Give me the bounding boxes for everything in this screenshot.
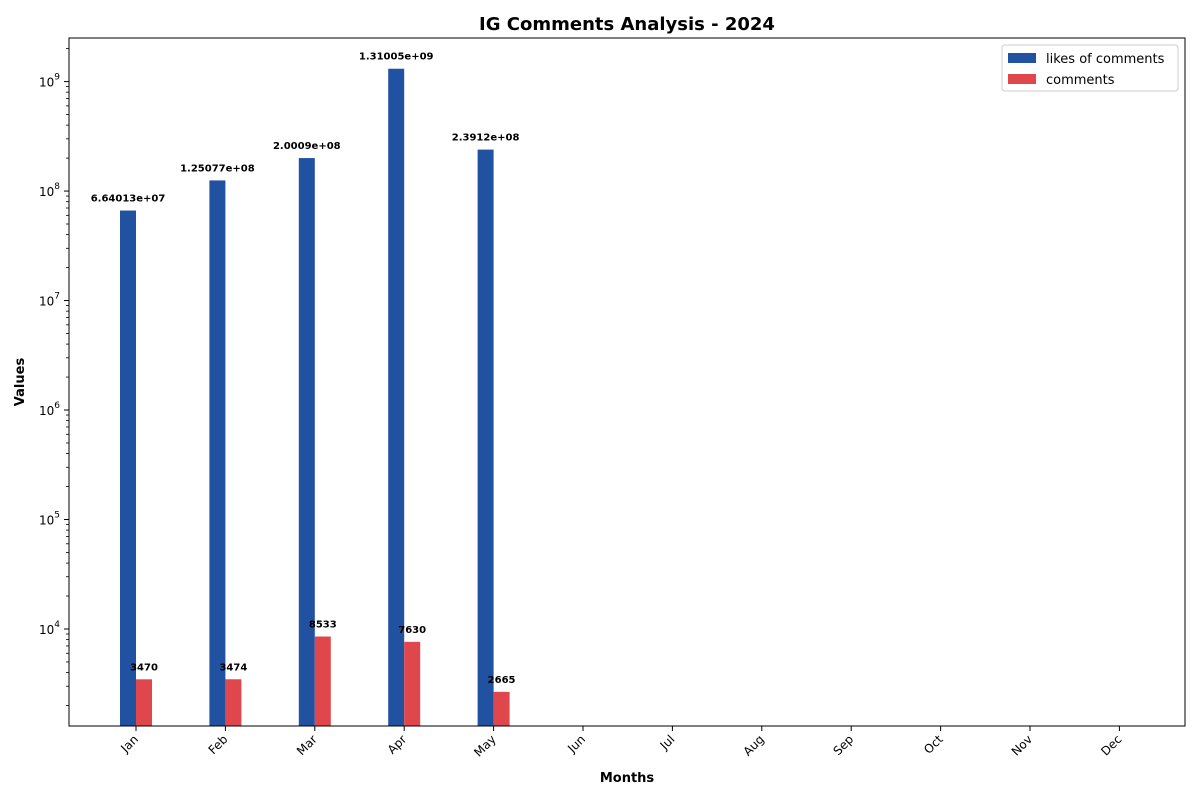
bar (388, 68, 405, 726)
x-tick-label: Feb (206, 732, 231, 757)
legend: likes of comments comments (1001, 44, 1179, 92)
x-tick-label: Oct (921, 732, 946, 757)
bar-value-label: 2.0009e+08 (273, 141, 341, 152)
x-tick-label: Nov (1009, 732, 1035, 758)
x-tick-label: Dec (1098, 732, 1124, 758)
y-tick-label: 105 (39, 511, 60, 528)
bar-value-label: 1.31005e+09 (359, 52, 434, 63)
x-tick-label: Jan (117, 732, 141, 756)
x-tick-label: Jul (657, 732, 678, 753)
legend-box (1001, 44, 1179, 92)
bar (477, 149, 494, 726)
x-tick-label: Mar (294, 732, 320, 758)
y-tick-label: 109 (39, 73, 60, 90)
bar (314, 636, 331, 726)
legend-swatch (1008, 53, 1036, 63)
x-tick-label: Apr (385, 732, 410, 757)
legend-entry: comments (1046, 73, 1115, 88)
chart-title: IG Comments Analysis - 2024 (479, 14, 775, 35)
y-tick-label: 104 (39, 620, 60, 637)
bar-value-label: 8533 (309, 620, 337, 631)
bar (493, 691, 510, 726)
bar-value-label: 2.3912e+08 (452, 133, 520, 144)
y-tick-label: 108 (39, 182, 60, 199)
x-tick-label: Sep (830, 732, 856, 758)
bar (298, 158, 315, 726)
x-tick-label: Jun (564, 732, 588, 756)
y-axis-label: Values (13, 358, 28, 407)
legend-entry: likes of comments (1046, 52, 1165, 67)
bar-value-label: 3474 (219, 662, 247, 673)
plot-frame (68, 37, 1186, 727)
bar (225, 679, 242, 726)
bar (120, 210, 136, 726)
bar (404, 641, 421, 726)
bar-value-label: 1.25077e+08 (180, 163, 255, 174)
bar-value-label: 2665 (488, 675, 516, 686)
bar-value-label: 7630 (398, 625, 426, 636)
y-tick-label: 106 (39, 401, 60, 418)
x-tick-label: May (471, 732, 498, 759)
plot-area: 104 105 106 107 108 109 Jan Feb Mar Apr May Jun Jul A… (39, 48, 1125, 760)
x-axis-label: Months (600, 771, 655, 786)
y-tick-label: 107 (39, 292, 60, 309)
bar-value-label: 6.64013e+07 (91, 194, 166, 205)
bar (136, 679, 152, 726)
x-tick-label: Aug (740, 732, 766, 758)
bar-value-label: 3470 (130, 662, 158, 673)
legend-swatch (1008, 74, 1036, 84)
bar (209, 180, 226, 727)
